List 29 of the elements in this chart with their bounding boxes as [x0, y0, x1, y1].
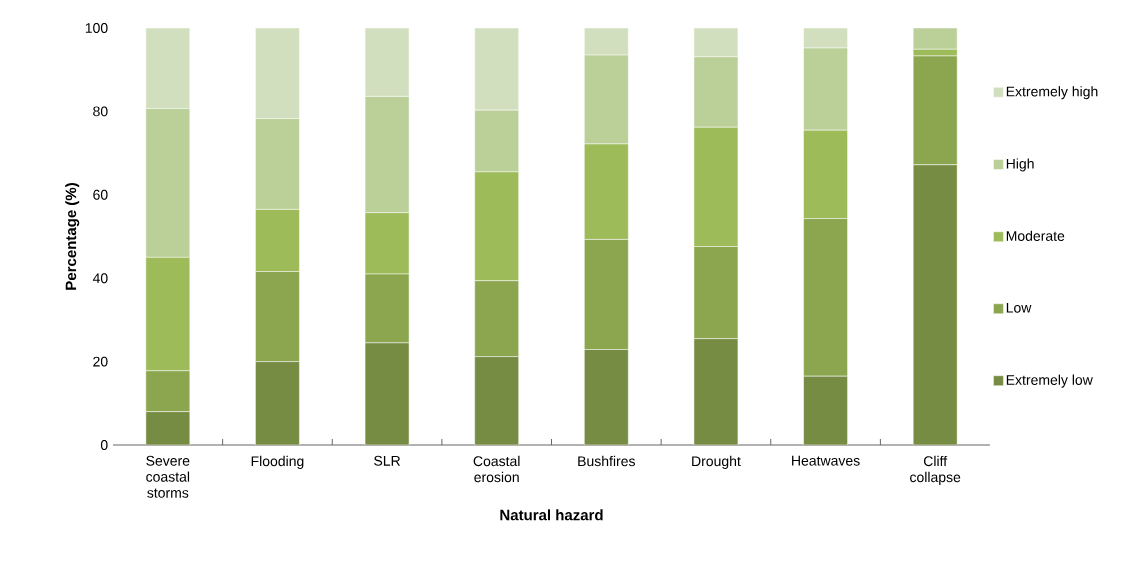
bar [912, 164, 958, 445]
legend-label: Moderate [1006, 230, 1065, 241]
y-axis-title: Percentage (%) [65, 183, 80, 290]
y-tick-label: 60 [93, 189, 108, 200]
y-tick-label: 20 [93, 356, 108, 367]
bar [474, 356, 519, 445]
x-tick-label: Flooding [251, 455, 304, 469]
x-tick-label: Coastal erosion [473, 455, 520, 483]
x-axis-title: Natural hazard [500, 509, 603, 521]
bar [255, 361, 300, 445]
x-tick-label: SLR [374, 455, 401, 466]
bar [803, 375, 848, 445]
y-tick-label: 80 [93, 106, 108, 117]
y-tick-label: 0 [100, 440, 108, 450]
x-tick-label: Heatwaves [792, 455, 860, 466]
y-tick-label: 40 [92, 273, 108, 284]
x-tick-label: Cliff collapse [910, 455, 961, 485]
bar [145, 411, 191, 445]
legend-label: Low [1006, 302, 1032, 313]
y-tick-label: 100 [85, 23, 108, 33]
bar [584, 349, 629, 445]
x-tick-label: Bushfires [578, 455, 635, 467]
legend-label: High [1006, 158, 1034, 172]
bar [693, 338, 739, 445]
x-tick-label: Drought [692, 455, 741, 469]
x-tick-label: Severe coastal storms [146, 455, 190, 498]
legend-label: Extremely high [1006, 86, 1098, 100]
bar [364, 342, 410, 445]
legend-label: Extremely low [1006, 374, 1093, 388]
